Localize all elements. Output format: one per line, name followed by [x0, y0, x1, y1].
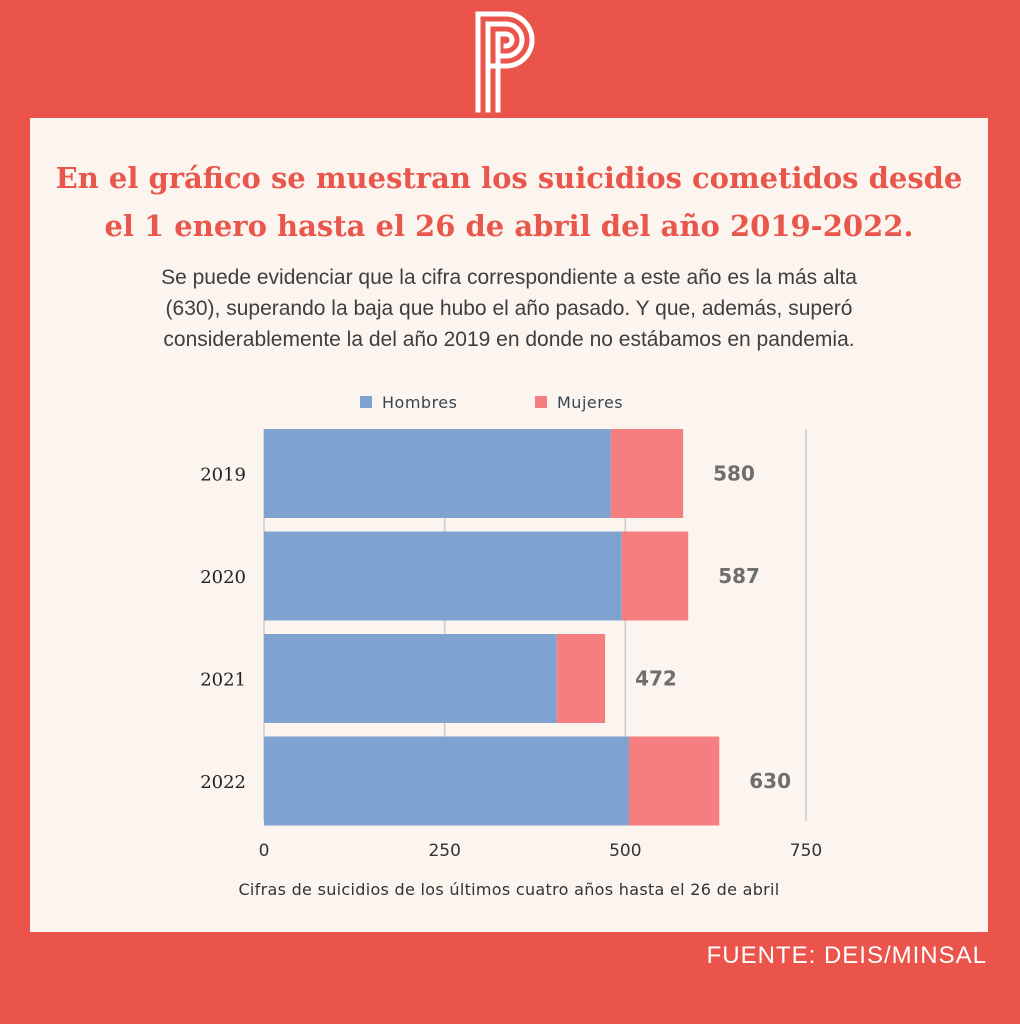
bar-mujeres-2021 [556, 634, 606, 723]
subtitle-line-2: (630), superando la baja que hubo el año… [165, 297, 853, 320]
bar-mujeres-2019 [610, 429, 684, 518]
title-line-1: En el gráfico se muestran los suicidios … [55, 161, 963, 195]
bar-mujeres-2020 [621, 531, 689, 621]
total-label-2022: 630 [749, 769, 791, 793]
subtitle-line-3: considerablemente la del año 2019 en don… [163, 328, 855, 351]
category-label-2020: 2020 [200, 567, 246, 588]
legend-swatch-hombres [360, 396, 372, 408]
content-card: En el gráfico se muestran los suicidios … [30, 118, 988, 932]
total-label-2020: 587 [718, 564, 760, 588]
x-tick-label-500: 500 [609, 841, 641, 861]
legend-swatch-mujeres [535, 396, 547, 408]
bar-mujeres-2022 [628, 736, 720, 826]
chart-subtitle: Se puede evidenciar que la cifra corresp… [100, 262, 918, 355]
total-label-2019: 580 [713, 462, 755, 486]
x-axis-caption: Cifras de suicidios de los últimos cuatr… [238, 880, 780, 899]
chart-title: En el gráfico se muestran los suicidios … [30, 154, 988, 250]
x-tick-label-750: 750 [790, 841, 822, 861]
x-tick-label-250: 250 [428, 841, 460, 861]
category-label-2019: 2019 [200, 465, 246, 486]
p-monogram-logo [475, 11, 535, 113]
x-tick-label-0: 0 [259, 841, 270, 861]
legend-label-hombres: Hombres [382, 393, 457, 412]
legend-label-mujeres: Mujeres [557, 393, 623, 412]
category-label-2021: 2021 [200, 670, 246, 691]
bar-hombres-2021 [264, 634, 557, 723]
bar-hombres-2019 [264, 429, 611, 518]
bar-hombres-2020 [264, 531, 622, 621]
category-label-2022: 2022 [200, 772, 246, 793]
stacked-bar-chart: Hombres Mujeres 2019 580 2020 587 2021 472 2022 6… [200, 393, 822, 861]
total-label-2021: 472 [635, 667, 677, 691]
subtitle-line-1: Se puede evidenciar que la cifra corresp… [161, 266, 857, 289]
bar-hombres-2022 [264, 736, 629, 826]
source-credit: FUENTE: DEIS/MINSAL [706, 942, 987, 969]
title-line-2: el 1 enero hasta el 26 de abril del año … [104, 209, 914, 243]
